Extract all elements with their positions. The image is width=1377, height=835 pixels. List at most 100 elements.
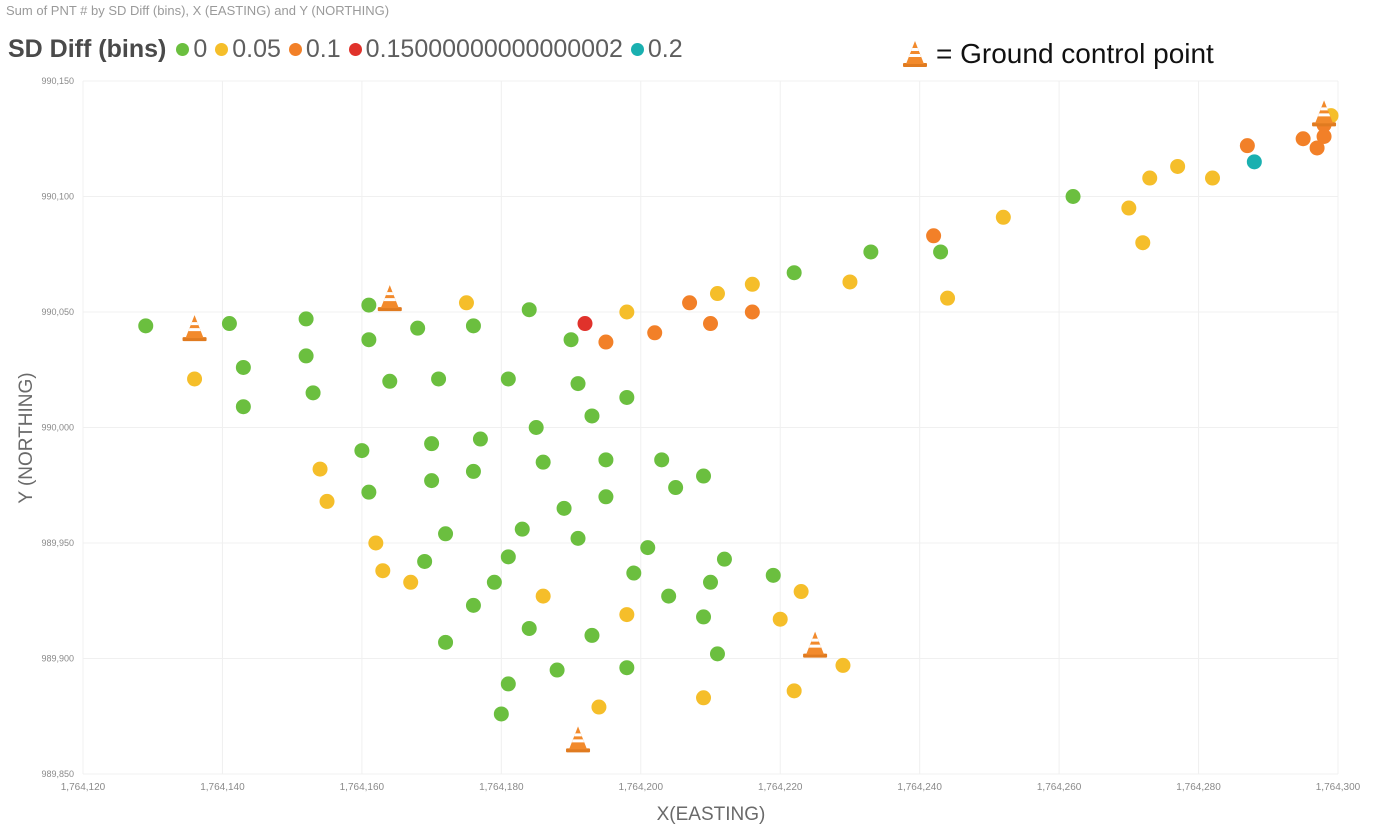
data-point[interactable] (500, 549, 516, 565)
data-point[interactable] (187, 371, 203, 387)
data-point[interactable] (619, 389, 635, 405)
data-point[interactable] (368, 535, 384, 551)
data-point[interactable] (1170, 158, 1186, 174)
data-point[interactable] (424, 473, 440, 489)
data-point[interactable] (312, 461, 328, 477)
data-point[interactable] (668, 480, 684, 496)
data-point[interactable] (654, 452, 670, 468)
legend-item-0[interactable]: 0 (176, 35, 207, 64)
data-point[interactable] (361, 297, 377, 313)
data-point[interactable] (570, 376, 586, 392)
data-point[interactable] (577, 316, 593, 332)
data-point[interactable] (696, 468, 712, 484)
data-point[interactable] (1065, 189, 1081, 204)
data-point[interactable] (1135, 235, 1151, 251)
data-point[interactable] (465, 318, 481, 334)
data-point[interactable] (486, 574, 502, 590)
data-point[interactable] (465, 597, 481, 613)
legend-item-0-1[interactable]: 0.1 (288, 35, 341, 64)
data-point[interactable] (493, 706, 509, 722)
data-point[interactable] (1205, 170, 1220, 186)
data-point[interactable] (584, 627, 600, 643)
data-point[interactable] (361, 332, 377, 348)
data-point[interactable] (521, 302, 537, 318)
data-point[interactable] (535, 588, 551, 604)
data-point[interactable] (410, 320, 426, 336)
data-point[interactable] (703, 316, 718, 332)
data-point[interactable] (1121, 200, 1137, 216)
data-point[interactable] (619, 607, 635, 623)
data-point[interactable] (221, 316, 237, 332)
data-point[interactable] (438, 634, 454, 650)
data-point[interactable] (598, 334, 614, 350)
data-point[interactable] (716, 551, 732, 567)
data-point[interactable] (772, 611, 788, 627)
data-point[interactable] (570, 530, 586, 546)
data-point[interactable] (1316, 128, 1332, 144)
data-point[interactable] (926, 228, 942, 244)
data-point[interactable] (842, 274, 858, 290)
data-point[interactable] (647, 325, 663, 341)
data-point[interactable] (514, 521, 530, 537)
data-point[interactable] (535, 454, 551, 470)
data-point[interactable] (458, 295, 474, 311)
data-point[interactable] (528, 420, 544, 435)
data-point[interactable] (403, 574, 419, 590)
data-point[interactable] (138, 318, 154, 334)
data-point[interactable] (1295, 131, 1311, 147)
data-point[interactable] (786, 265, 802, 281)
data-point[interactable] (1142, 170, 1158, 186)
legend-item-0-05[interactable]: 0.05 (215, 35, 281, 64)
data-point[interactable] (361, 484, 377, 500)
data-point[interactable] (709, 286, 725, 302)
data-point[interactable] (744, 276, 760, 292)
data-point[interactable] (563, 332, 579, 348)
data-point[interactable] (626, 565, 642, 581)
data-point[interactable] (744, 304, 760, 320)
data-point[interactable] (431, 371, 447, 387)
data-point[interactable] (438, 526, 454, 542)
data-point[interactable] (1239, 138, 1255, 154)
data-point[interactable] (298, 348, 314, 364)
data-point[interactable] (591, 699, 607, 715)
data-point[interactable] (1309, 140, 1325, 156)
data-point[interactable] (1246, 154, 1262, 170)
data-point[interactable] (500, 371, 516, 387)
data-point[interactable] (835, 657, 851, 673)
data-point[interactable] (703, 574, 718, 590)
data-point[interactable] (235, 359, 251, 375)
data-point[interactable] (696, 609, 712, 625)
data-point[interactable] (521, 620, 537, 636)
data-point[interactable] (619, 660, 635, 676)
data-point[interactable] (940, 290, 956, 306)
data-point[interactable] (584, 408, 600, 424)
data-point[interactable] (598, 452, 614, 468)
data-point[interactable] (500, 676, 516, 692)
data-point[interactable] (661, 588, 677, 604)
legend-item-0-15[interactable]: 0.15000000000000002 (348, 35, 623, 64)
legend-item-0-2[interactable]: 0.2 (630, 35, 683, 64)
data-point[interactable] (995, 209, 1011, 225)
data-point[interactable] (417, 553, 433, 569)
data-point[interactable] (549, 662, 565, 678)
data-point[interactable] (556, 500, 572, 516)
data-point[interactable] (465, 463, 481, 479)
data-point[interactable] (696, 690, 712, 706)
data-point[interactable] (375, 563, 391, 579)
data-point[interactable] (619, 304, 635, 320)
data-point[interactable] (382, 373, 398, 389)
data-point[interactable] (598, 489, 614, 505)
data-point[interactable] (863, 244, 879, 260)
data-point[interactable] (472, 431, 488, 447)
data-point[interactable] (235, 399, 251, 415)
data-point[interactable] (765, 567, 781, 583)
data-point[interactable] (298, 311, 314, 327)
data-point[interactable] (354, 443, 370, 459)
data-point[interactable] (786, 683, 802, 699)
data-point[interactable] (682, 295, 698, 311)
data-point[interactable] (305, 385, 321, 401)
data-point[interactable] (933, 244, 949, 260)
data-point[interactable] (424, 436, 440, 452)
data-point[interactable] (793, 584, 809, 600)
data-point[interactable] (709, 646, 725, 662)
